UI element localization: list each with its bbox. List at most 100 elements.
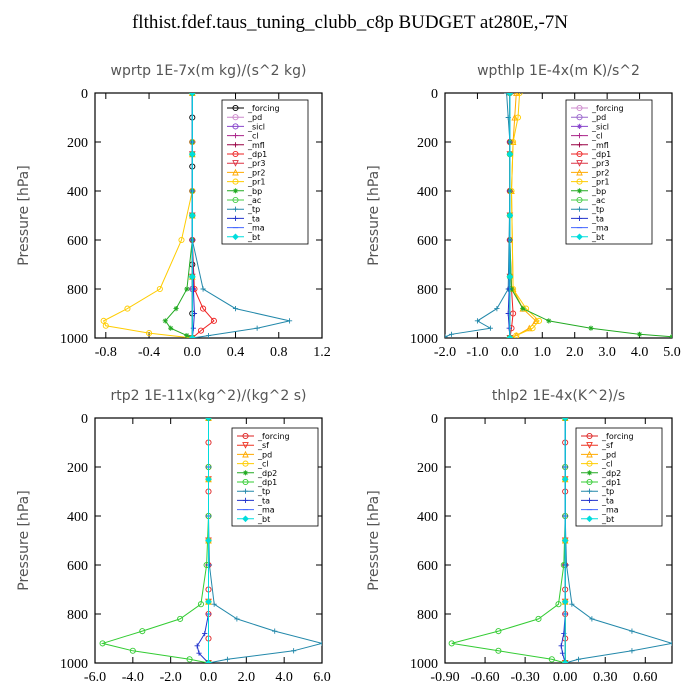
data-point: [177, 615, 184, 622]
legend-marker: [232, 206, 239, 212]
data-point: [205, 537, 212, 544]
x-tick-label: 5.0: [663, 345, 681, 360]
legend-marker: [586, 432, 593, 440]
data-point: [188, 93, 196, 97]
series-line: [102, 93, 193, 338]
legend-label: _pd: [601, 450, 616, 459]
y-tick-label: 200: [417, 136, 438, 151]
legend-label: _pr2: [247, 168, 265, 177]
legend-label: _bp: [247, 187, 262, 196]
legend-label: _pr1: [247, 178, 265, 187]
data-point: [162, 318, 168, 324]
data-point: [506, 212, 514, 219]
data-point: [636, 331, 643, 337]
data-point: [186, 656, 193, 663]
legend-marker: [576, 206, 583, 212]
data-point: [474, 318, 481, 324]
data-point: [495, 628, 502, 635]
legend-label: _cl: [601, 460, 613, 469]
data-point: [205, 659, 212, 663]
legend-label: _dp1: [591, 150, 611, 159]
legend-marker: [242, 515, 249, 523]
legend-label: _sicl: [247, 122, 265, 131]
legend-label: _bp: [591, 187, 606, 196]
data-point: [529, 325, 536, 332]
legend-marker: [586, 515, 593, 523]
data-point: [100, 317, 107, 324]
data-point: [535, 615, 542, 622]
data-point: [178, 236, 185, 244]
data-point: [511, 113, 519, 121]
y-tick-label: 400: [67, 510, 88, 525]
data-point: [200, 305, 207, 312]
legend-marker: [232, 104, 239, 112]
legend-label: _pd: [257, 450, 272, 459]
legend-label: _forcing: [247, 104, 280, 113]
data-point: [272, 628, 278, 634]
y-axis-label: Pressure [hPa]: [366, 490, 382, 590]
legend-marker: [232, 142, 239, 148]
legend-marker: [576, 133, 583, 139]
y-tick-label: 600: [67, 234, 88, 249]
data-point: [184, 286, 190, 292]
data-point: [504, 93, 510, 96]
legend-marker: [576, 142, 583, 148]
legend-label: _ma: [247, 224, 265, 233]
legend-marker: [576, 215, 583, 221]
data-point: [196, 650, 202, 656]
data-point: [129, 647, 136, 654]
data-point: [561, 537, 569, 544]
legend-label: _pr1: [591, 178, 609, 187]
y-tick-label: 1000: [60, 332, 88, 347]
data-point: [588, 325, 594, 331]
data-point: [184, 332, 190, 338]
data-point: [629, 648, 635, 654]
x-tick-label: 0.30: [593, 670, 618, 685]
legend-marker: [576, 233, 583, 241]
legend-marker: [232, 168, 239, 176]
x-tick-label: 2.0: [238, 670, 256, 685]
legend-marker: [586, 442, 593, 449]
y-tick-label: 600: [417, 559, 438, 574]
legend-label: _pr3: [247, 159, 265, 168]
data-point: [254, 325, 260, 331]
legend-marker: [586, 470, 593, 476]
series-group: [448, 418, 672, 663]
panel-1: wprtp 1E-7x(m kg)/(s^2 kg) Pressure [hPa]…: [16, 63, 331, 360]
panel-3: rtp2 1E-11x(kg^2)/(kg^2 s) Pressure [hPa]…: [16, 388, 331, 685]
legend-label: _cl: [591, 132, 603, 141]
data-point: [210, 317, 217, 324]
legend-marker: [232, 123, 239, 130]
data-point: [520, 306, 526, 312]
series-line: [451, 418, 566, 663]
data-point: [561, 475, 569, 483]
legend-label: _ta: [591, 214, 604, 223]
data-point: [139, 628, 146, 635]
data-point: [234, 616, 240, 622]
data-point: [319, 640, 322, 646]
data-point: [516, 93, 523, 97]
legend-marker: [242, 460, 249, 467]
series-line: [100, 418, 209, 663]
data-point: [124, 305, 131, 312]
series-group: [100, 93, 293, 338]
y-tick-label: 400: [417, 185, 438, 200]
legend-marker: [242, 442, 249, 449]
x-tick-label: 6.0: [313, 670, 331, 685]
x-tick-label: 2.0: [566, 345, 584, 360]
data-point: [589, 616, 595, 622]
legend-marker: [242, 478, 249, 486]
legend-label: _mfl: [247, 141, 265, 150]
series-line: [445, 93, 511, 338]
legend-marker: [576, 168, 583, 176]
data-point: [575, 656, 582, 662]
y-tick-label: 200: [67, 461, 88, 476]
x-tick-label: 0.4: [227, 345, 245, 360]
legend-marker: [576, 196, 583, 204]
legend-marker: [576, 178, 583, 185]
legend-label: _pr2: [591, 168, 609, 177]
legend-label: _sf: [257, 441, 269, 450]
x-tick-label: -0.8: [95, 345, 117, 360]
data-point: [532, 317, 540, 324]
